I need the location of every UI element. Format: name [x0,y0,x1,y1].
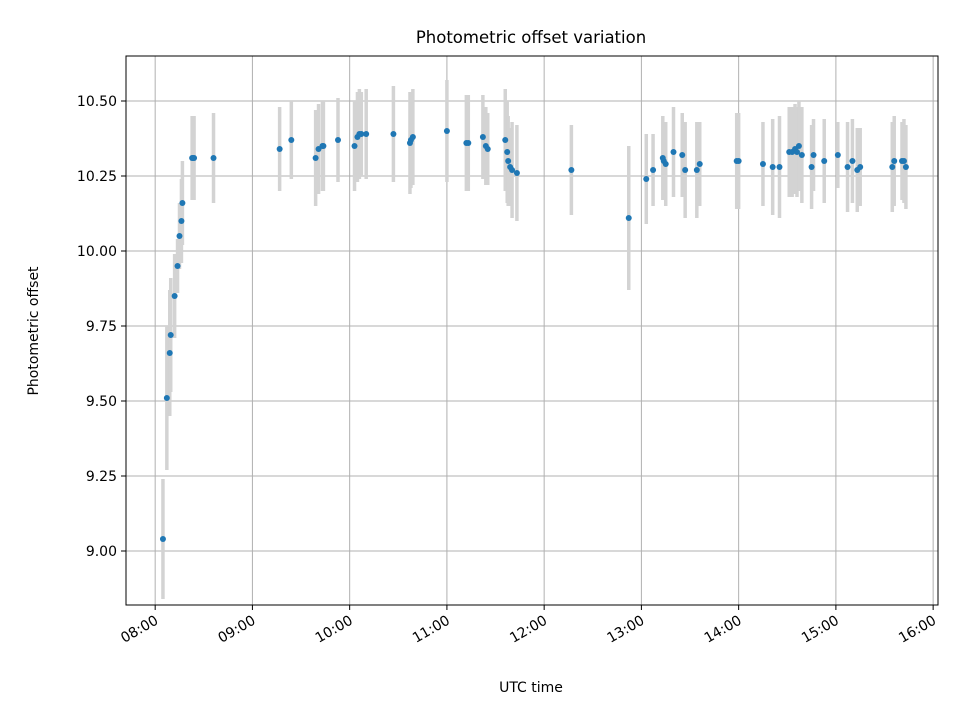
data-point [798,152,805,158]
data-point [776,164,783,170]
data-point [312,155,319,161]
data-point [693,167,700,173]
data-point [759,161,766,167]
data-point [821,158,828,164]
data-point [178,218,185,224]
data-point [889,164,896,170]
data-point [808,164,815,170]
data-point [504,149,511,155]
y-tick-label: 10.50 [77,94,117,110]
y-axis-ticks: 9.00 9.25 9.50 9.75 10.00 10.25 10.50 [77,94,126,560]
data-point [625,215,632,221]
data-point [210,155,217,161]
data-point [849,158,856,164]
y-axis-label: Photometric offset [26,266,42,396]
y-tick-label: 9.50 [86,394,117,410]
data-point [643,176,650,182]
y-tick-label: 9.75 [86,319,117,335]
data-point [834,152,841,158]
data-point [891,158,898,164]
data-point [409,134,416,140]
data-point [735,158,742,164]
data-point [505,158,512,164]
data-point [443,128,450,134]
data-point [900,158,907,164]
plot-area-frame [125,55,939,606]
data-point [358,131,365,137]
data-point [163,395,170,401]
data-points [159,128,909,542]
data-point [176,233,183,239]
data-point [334,137,341,143]
data-point [568,167,575,173]
data-point [662,161,669,167]
data-point [390,131,397,137]
data-point [320,143,327,149]
data-point [513,170,520,176]
data-point [502,137,509,143]
data-point [793,149,800,155]
data-point [810,152,817,158]
y-tick-label: 10.25 [77,169,117,185]
data-point [795,143,802,149]
data-point [191,155,198,161]
data-point [902,164,909,170]
data-point [769,164,776,170]
data-point [288,137,295,143]
grid [126,56,938,605]
data-point [167,332,174,338]
data-point [465,140,472,146]
data-point [363,131,370,137]
y-tick-label: 9.00 [86,544,117,560]
data-point [166,350,173,356]
data-point [276,146,283,152]
data-point [484,146,491,152]
data-point [682,167,689,173]
data-point [679,152,686,158]
y-tick-label: 9.25 [86,469,117,485]
y-tick-label: 10.00 [77,244,117,260]
data-point [479,134,486,140]
chart-title: Photometric offset variation [416,28,646,47]
data-point [670,149,677,155]
data-point [171,293,178,299]
data-point [857,164,864,170]
x-axis-label: UTC time [499,680,563,696]
data-point [159,536,166,542]
data-point [179,200,186,206]
data-point [351,143,358,149]
data-point [650,167,657,173]
data-point [696,161,703,167]
data-point [174,263,181,269]
data-point [509,167,516,173]
data-point [844,164,851,170]
